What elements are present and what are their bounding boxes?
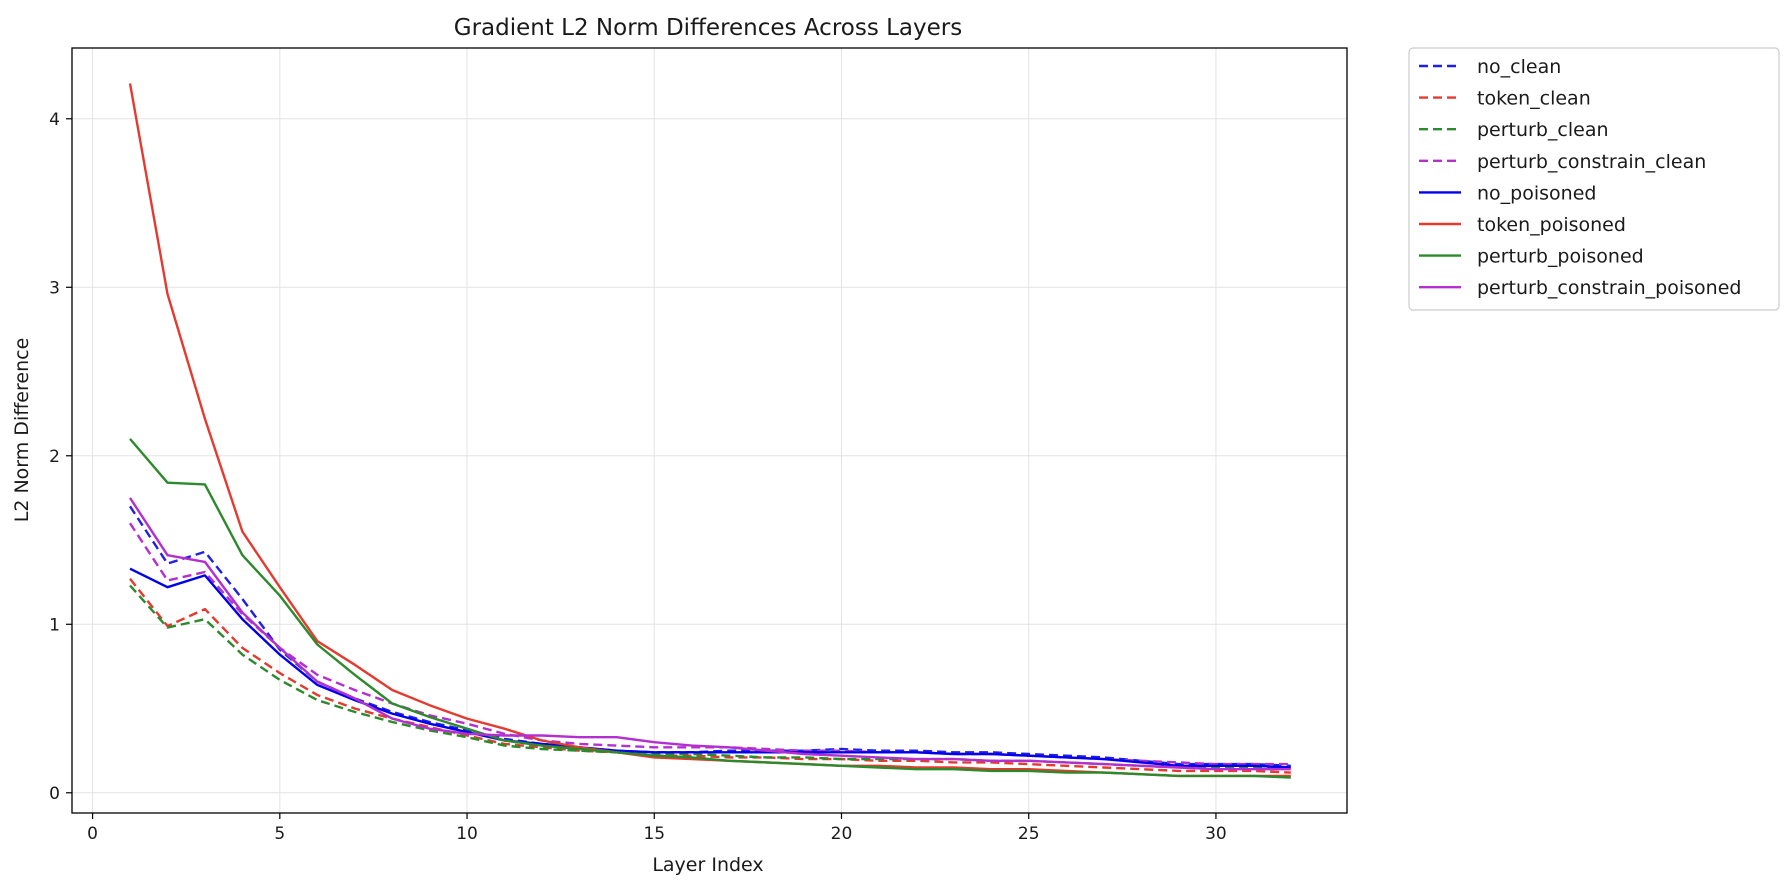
series-line-perturb-clean (129, 584, 1291, 769)
legend-entry-token-clean: token_clean (1419, 88, 1591, 110)
chart-title: Gradient L2 Norm Differences Across Laye… (454, 15, 962, 41)
legend-label: perturb_constrain_poisoned (1477, 277, 1741, 299)
legend-box (1408, 47, 1780, 311)
legend-entry-no-clean: no_clean (1419, 56, 1561, 78)
legend-label: token_poisoned (1477, 214, 1626, 236)
plot-area-frame (71, 47, 1348, 814)
x-tick-label: 15 (643, 824, 665, 844)
legend-entry-token-poisoned: token_poisoned (1419, 214, 1626, 236)
legend-entry-perturb-constrain-clean: perturb_constrain_clean (1419, 151, 1706, 173)
legend-entry-perturb-clean: perturb_clean (1419, 119, 1609, 141)
y-tick-label: 4 (49, 110, 60, 130)
series-line-perturb-poisoned (129, 438, 1291, 779)
series-lines (128, 83, 1291, 779)
y-tick-label: 1 (49, 615, 60, 635)
legend-label: token_clean (1477, 88, 1591, 110)
x-tick-label: 25 (1018, 824, 1040, 844)
series-line-perturb-constrain-poisoned (128, 497, 1291, 771)
series-line-no-poisoned (129, 567, 1291, 769)
y-tick-label: 3 (49, 278, 60, 298)
legend-label: perturb_clean (1477, 119, 1609, 141)
y-axis-title: L2 Norm Difference (11, 338, 33, 523)
series-line-token-poisoned (128, 83, 1291, 778)
x-tick-label: 0 (87, 824, 98, 844)
legend: no_clean token_clean perturb_clean perturb_… (1408, 47, 1780, 311)
x-tick-label: 30 (1205, 824, 1227, 844)
axis-ticks: 0 5 10 15 20 25 30 0 1 2 3 4 (49, 110, 1227, 844)
legend-label: no_clean (1477, 56, 1561, 78)
legend-label: perturb_constrain_clean (1477, 151, 1706, 173)
x-tick-label: 20 (831, 824, 853, 844)
series-line-perturb-constrain-clean (128, 522, 1291, 766)
legend-entry-perturb-poisoned: perturb_poisoned (1419, 246, 1644, 268)
grid-lines (72, 48, 1347, 813)
legend-entry-perturb-constrain-poisoned: perturb_constrain_poisoned (1419, 277, 1741, 299)
legend-label: no_poisoned (1477, 182, 1596, 204)
y-tick-label: 2 (49, 447, 60, 467)
legend-entry-no-poisoned: no_poisoned (1419, 182, 1596, 204)
series-line-no-clean (128, 505, 1291, 767)
x-tick-label: 10 (456, 824, 478, 844)
x-tick-label: 5 (274, 824, 285, 844)
y-tick-label: 0 (49, 784, 60, 804)
x-axis-title: Layer Index (652, 854, 763, 876)
legend-label: perturb_poisoned (1477, 246, 1644, 268)
